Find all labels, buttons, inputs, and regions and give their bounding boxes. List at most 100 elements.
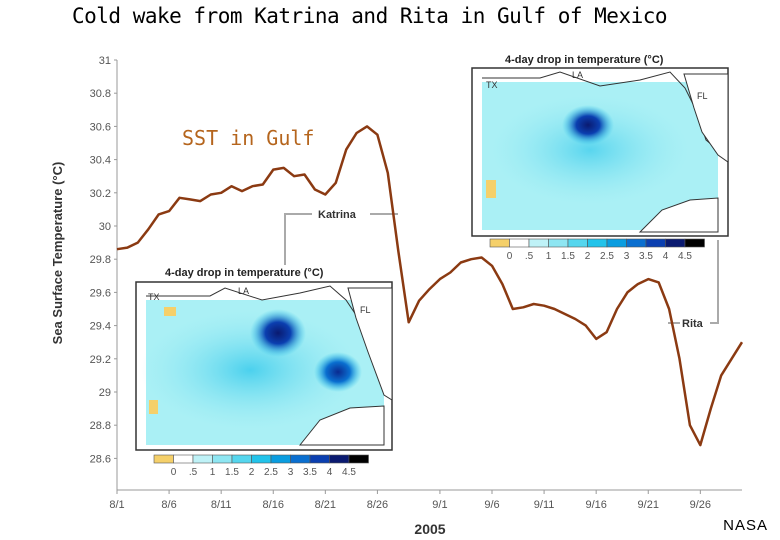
- scale-swatch: [548, 238, 569, 248]
- scale-label: 1.5: [225, 467, 239, 478]
- katrina-inset-title: 4-day drop in temperature (°C): [165, 267, 324, 279]
- scale-swatch: [309, 454, 330, 464]
- scale-swatch: [567, 238, 588, 248]
- scale-swatch: [173, 454, 194, 464]
- y-tick-label: 30.8: [90, 88, 111, 100]
- page-title: Cold wake from Katrina and Rita in Gulf …: [72, 4, 668, 28]
- y-tick-label: 29.8: [90, 254, 111, 266]
- sst-series-line: [116, 125, 744, 447]
- y-tick-labels: 31 30.8 30.6 30.4 30.2 30 29.8 29.6 29.4 29.2 29 28…: [90, 55, 117, 465]
- scale-swatch: [509, 238, 530, 248]
- scale-swatch: [528, 238, 549, 248]
- scale-swatch: [251, 454, 272, 464]
- sst-label: SST in Gulf: [182, 126, 315, 150]
- y-axis-label: Sea Surface Temperature (°C): [50, 162, 65, 345]
- katrina-map-hotspot-2: [314, 352, 362, 392]
- scale-label: 0: [507, 251, 513, 262]
- scale-swatch: [212, 454, 233, 464]
- scale-label: 2: [249, 467, 255, 478]
- y-tick-label: 29.6: [90, 287, 111, 299]
- scale-swatch: [153, 454, 174, 464]
- scale-label: 3.5: [639, 251, 653, 262]
- scale-swatch: [348, 454, 369, 464]
- y-tick-label: 30.2: [90, 188, 111, 200]
- scale-label: 2: [585, 251, 591, 262]
- scale-label: 1: [210, 467, 216, 478]
- katrina-color-scale: 0 .5 1 1.5 2 2.5 3 3.5 4 4.5: [153, 454, 369, 478]
- katrina-map-warm-patch: [164, 307, 176, 316]
- x-tick-label: 9/16: [585, 499, 606, 511]
- scale-swatch: [489, 238, 510, 248]
- y-tick-label: 29.4: [90, 321, 111, 333]
- scale-swatch: [231, 454, 252, 464]
- katrina-map-warm-patch-2: [149, 400, 158, 414]
- rita-map-label-tx: TX: [486, 80, 498, 90]
- y-tick-label: 30.4: [90, 155, 111, 167]
- scale-swatch: [270, 454, 291, 464]
- x-tick-labels: 8/1 8/6 8/11 8/16 8/21 8/26 9/1 9/6 9/11 9/16 9/21…: [109, 490, 711, 511]
- x-tick-label: 9/21: [638, 499, 659, 511]
- scale-swatch: [665, 238, 686, 248]
- rita-map-label-la: LA: [572, 70, 583, 80]
- scale-swatch: [626, 238, 647, 248]
- x-tick-label: 9/1: [432, 499, 447, 511]
- scale-label: 1.5: [561, 251, 575, 262]
- scale-swatch: [290, 454, 311, 464]
- scale-swatch: [684, 238, 705, 248]
- scale-swatch: [606, 238, 627, 248]
- scale-label: 4.5: [342, 467, 356, 478]
- scale-label: 4.5: [678, 251, 692, 262]
- x-tick-label: 9/6: [484, 499, 499, 511]
- scale-label: 0: [171, 467, 177, 478]
- y-tick-label: 28.8: [90, 420, 111, 432]
- rita-map-land-east: [683, 73, 729, 163]
- scale-label: 2.5: [264, 467, 278, 478]
- x-axis-label: 2005: [414, 521, 445, 537]
- x-tick-label: 8/21: [315, 499, 336, 511]
- scale-label: 1: [546, 251, 552, 262]
- rita-inset-title: 4-day drop in temperature (°C): [505, 54, 664, 66]
- rita-map-hotspot: [562, 105, 614, 145]
- y-tick-label: 31: [99, 55, 111, 67]
- scale-label: 2.5: [600, 251, 614, 262]
- katrina-map-land-east: [347, 287, 393, 401]
- katrina-callout: [284, 213, 398, 265]
- rita-map-label-fl: FL: [697, 91, 708, 101]
- x-tick-label: 8/1: [109, 499, 124, 511]
- rita-map-cool-zone: [490, 95, 690, 205]
- scale-swatch: [645, 238, 666, 248]
- scale-label: 3: [288, 467, 294, 478]
- rita-map-warm-patch: [486, 180, 496, 198]
- scale-label: .5: [189, 467, 198, 478]
- scale-label: 4: [663, 251, 669, 262]
- x-tick-label: 9/26: [690, 499, 711, 511]
- scale-swatch: [329, 454, 350, 464]
- y-tick-label: 30.6: [90, 121, 111, 133]
- y-tick-label: 29: [99, 387, 111, 399]
- x-tick-label: 8/26: [367, 499, 388, 511]
- katrina-map-label-la: LA: [238, 286, 249, 296]
- rita-inset: 4-day drop in temperature (°C) TX LA FL …: [471, 54, 729, 262]
- credit-label: NASA: [723, 517, 768, 534]
- x-tick-label: 8/16: [263, 499, 284, 511]
- katrina-map-label-tx: TX: [148, 292, 160, 302]
- katrina-map-hotspot: [250, 309, 306, 357]
- rita-annotation: Rita: [682, 318, 704, 330]
- rita-color-scale: 0 .5 1 1.5 2 2.5 3 3.5 4 4.5: [489, 238, 705, 262]
- x-tick-label: 8/11: [211, 499, 232, 511]
- rita-map-land-south: [638, 197, 719, 233]
- katrina-map-cool-zone: [140, 310, 360, 430]
- y-tick-label: 29.2: [90, 354, 111, 366]
- x-tick-label: 9/11: [534, 499, 555, 511]
- scale-swatch: [587, 238, 608, 248]
- katrina-map-label-fl: FL: [360, 305, 371, 315]
- y-tick-label: 28.6: [90, 453, 111, 465]
- scale-label: .5: [525, 251, 534, 262]
- y-tick-label: 30: [99, 221, 111, 233]
- x-tick-label: 8/6: [161, 499, 176, 511]
- scale-label: 4: [327, 467, 333, 478]
- katrina-annotation: Katrina: [318, 209, 357, 221]
- katrina-inset: 4-day drop in temperature (°C) TX LA FL …: [135, 267, 393, 478]
- scale-swatch: [192, 454, 213, 464]
